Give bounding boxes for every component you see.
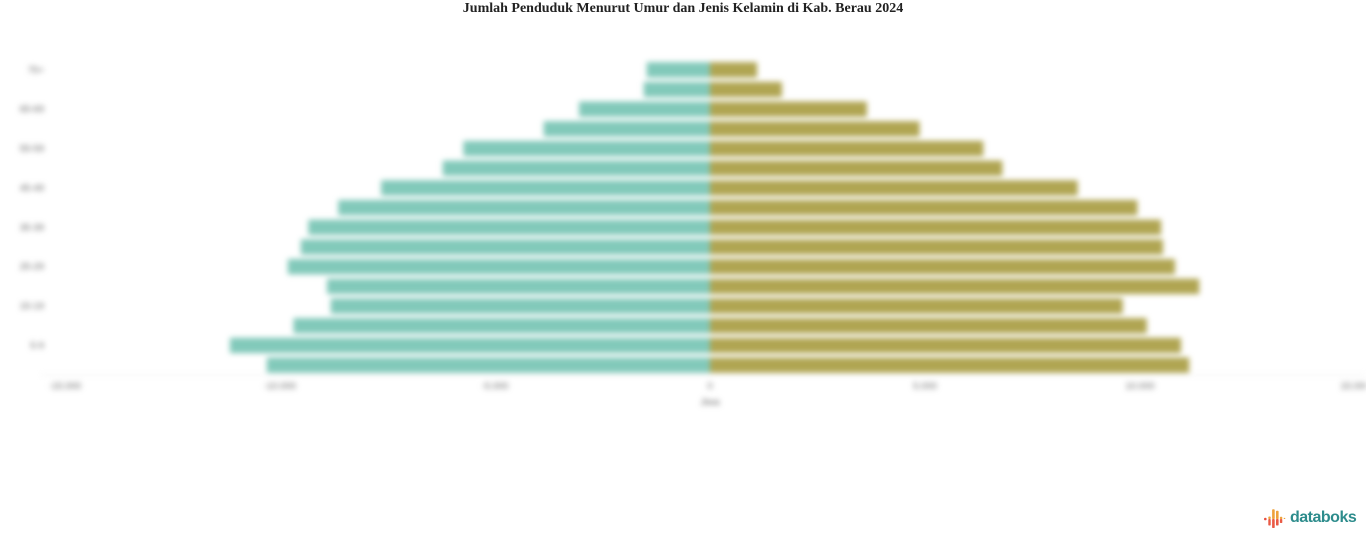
svg-text:-15.000: -15.000 [49,381,81,392]
svg-text:10.000: 10.000 [1125,381,1154,392]
svg-text:25-29: 25-29 [20,262,44,273]
svg-text:65-69: 65-69 [20,104,44,115]
svg-text:-5.000: -5.000 [482,381,509,392]
svg-text:5-9: 5-9 [30,341,44,352]
svg-text:15.000: 15.000 [1340,381,1366,392]
svg-text:75+: 75+ [28,65,45,76]
svg-text:5.000: 5.000 [913,381,937,392]
svg-text:35-39: 35-39 [20,222,44,233]
svg-text:15-19: 15-19 [20,301,44,312]
svg-text:Jiwa: Jiwa [700,397,720,408]
svg-text:-10.000: -10.000 [264,381,296,392]
svg-text:55-59: 55-59 [20,144,44,155]
svg-text:0: 0 [707,381,712,392]
svg-text:45-49: 45-49 [20,183,44,194]
